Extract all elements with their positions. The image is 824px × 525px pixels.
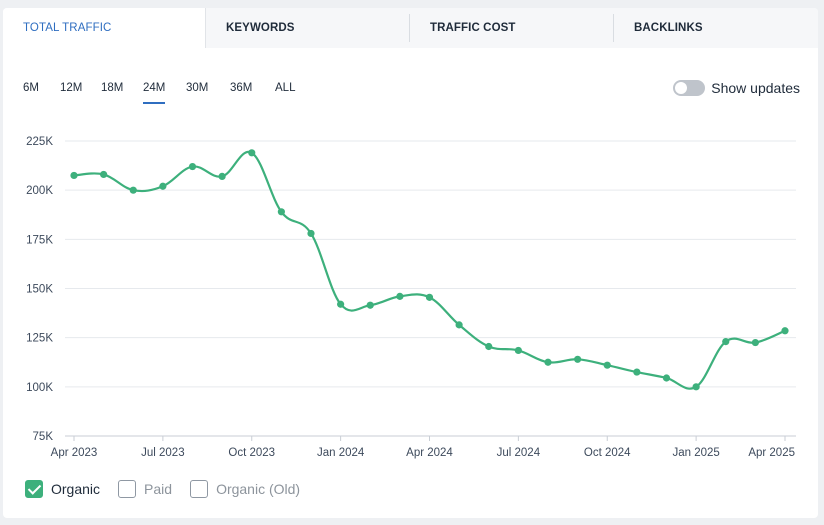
data-point[interactable] bbox=[544, 358, 552, 366]
period-all[interactable]: ALL bbox=[275, 82, 296, 94]
data-point[interactable] bbox=[159, 182, 167, 190]
tab-traffic-cost[interactable]: TRAFFIC COST bbox=[430, 22, 516, 34]
data-point[interactable] bbox=[574, 355, 582, 363]
y-tick-label: 100K bbox=[26, 382, 53, 394]
legend-label-paid: Paid bbox=[144, 481, 173, 497]
x-tick-label: Apr 2023 bbox=[51, 447, 98, 459]
x-tick-label: Jan 2025 bbox=[672, 447, 719, 459]
data-point[interactable] bbox=[425, 293, 434, 301]
show-updates-label: Show updates bbox=[711, 80, 800, 96]
data-point[interactable] bbox=[751, 338, 759, 347]
y-tick-label: 125K bbox=[26, 333, 53, 345]
data-point[interactable] bbox=[722, 338, 730, 346]
data-point[interactable] bbox=[455, 321, 463, 329]
period-30m[interactable]: 30M bbox=[186, 82, 209, 94]
legend-item-organic[interactable]: Organic bbox=[25, 480, 100, 498]
legend-item-paid[interactable]: Paid bbox=[118, 480, 172, 498]
tab-divider bbox=[613, 14, 614, 42]
x-tick-label: Jul 2024 bbox=[497, 447, 541, 459]
traffic-chart: 75K 100K 125K 150K 175K 200K 225K Apr 2023 Jul … bbox=[26, 136, 796, 459]
legend-label-organic-old: Organic (Old) bbox=[216, 481, 301, 497]
toggle-knob bbox=[675, 82, 688, 94]
y-tick-label: 75K bbox=[33, 431, 54, 443]
data-point[interactable] bbox=[692, 383, 700, 391]
data-point[interactable] bbox=[100, 170, 108, 179]
series-line-organic bbox=[73, 150, 786, 390]
data-point[interactable] bbox=[366, 301, 374, 309]
y-tick-label: 175K bbox=[26, 234, 53, 246]
data-point[interactable] bbox=[662, 374, 671, 382]
data-point[interactable] bbox=[70, 171, 78, 180]
data-point[interactable] bbox=[129, 186, 137, 194]
data-point[interactable] bbox=[307, 229, 315, 238]
x-tick-label: Oct 2023 bbox=[228, 447, 275, 459]
tab-total-traffic[interactable]: TOTAL TRAFFIC bbox=[3, 8, 206, 48]
x-tick-label: Apr 2024 bbox=[406, 447, 453, 459]
x-tick-label: Oct 2024 bbox=[584, 447, 631, 459]
checkbox-checked-icon[interactable] bbox=[25, 480, 43, 498]
checkbox-unchecked-icon[interactable] bbox=[190, 480, 209, 498]
data-point[interactable] bbox=[633, 368, 641, 376]
x-tick-label: Jul 2023 bbox=[141, 447, 184, 459]
tab-keywords[interactable]: KEYWORDS bbox=[226, 22, 295, 34]
data-point[interactable] bbox=[277, 208, 285, 216]
data-point[interactable] bbox=[514, 346, 522, 355]
show-updates-toggle[interactable] bbox=[673, 80, 706, 96]
data-point[interactable] bbox=[781, 327, 789, 335]
traffic-card: TOTAL TRAFFIC KEYWORDS TRAFFIC COST BACK… bbox=[3, 8, 818, 518]
data-point[interactable] bbox=[248, 149, 256, 157]
legend-item-organic-old[interactable]: Organic (Old) bbox=[190, 480, 300, 498]
y-tick-label: 225K bbox=[26, 136, 53, 148]
legend-label-organic: Organic bbox=[51, 481, 101, 497]
show-updates-control: Show updates bbox=[673, 78, 800, 98]
period-12m[interactable]: 12M bbox=[60, 82, 83, 94]
y-tick-label: 150K bbox=[26, 284, 53, 296]
x-tick-label: Apr 2025 bbox=[748, 447, 795, 459]
period-36m[interactable]: 36M bbox=[230, 82, 253, 94]
x-tick-label: Jan 2024 bbox=[317, 447, 365, 459]
tab-backlinks[interactable]: BACKLINKS bbox=[634, 22, 703, 34]
data-point[interactable] bbox=[337, 300, 345, 308]
y-tick-label: 200K bbox=[26, 185, 53, 197]
period-18m[interactable]: 18M bbox=[101, 82, 124, 94]
checkbox-unchecked-icon[interactable] bbox=[118, 480, 137, 498]
period-6m[interactable]: 6M bbox=[23, 82, 39, 94]
data-point[interactable] bbox=[218, 172, 226, 180]
data-point[interactable] bbox=[603, 361, 611, 369]
period-24m[interactable]: 24M bbox=[143, 80, 166, 104]
tab-divider bbox=[409, 14, 410, 42]
data-point[interactable] bbox=[396, 292, 404, 300]
chart-legend: Organic Paid Organic (Old) bbox=[25, 478, 318, 500]
tab-bar: TOTAL TRAFFIC KEYWORDS TRAFFIC COST BACK… bbox=[3, 8, 818, 48]
data-point[interactable] bbox=[188, 162, 197, 171]
data-point[interactable] bbox=[485, 342, 493, 351]
